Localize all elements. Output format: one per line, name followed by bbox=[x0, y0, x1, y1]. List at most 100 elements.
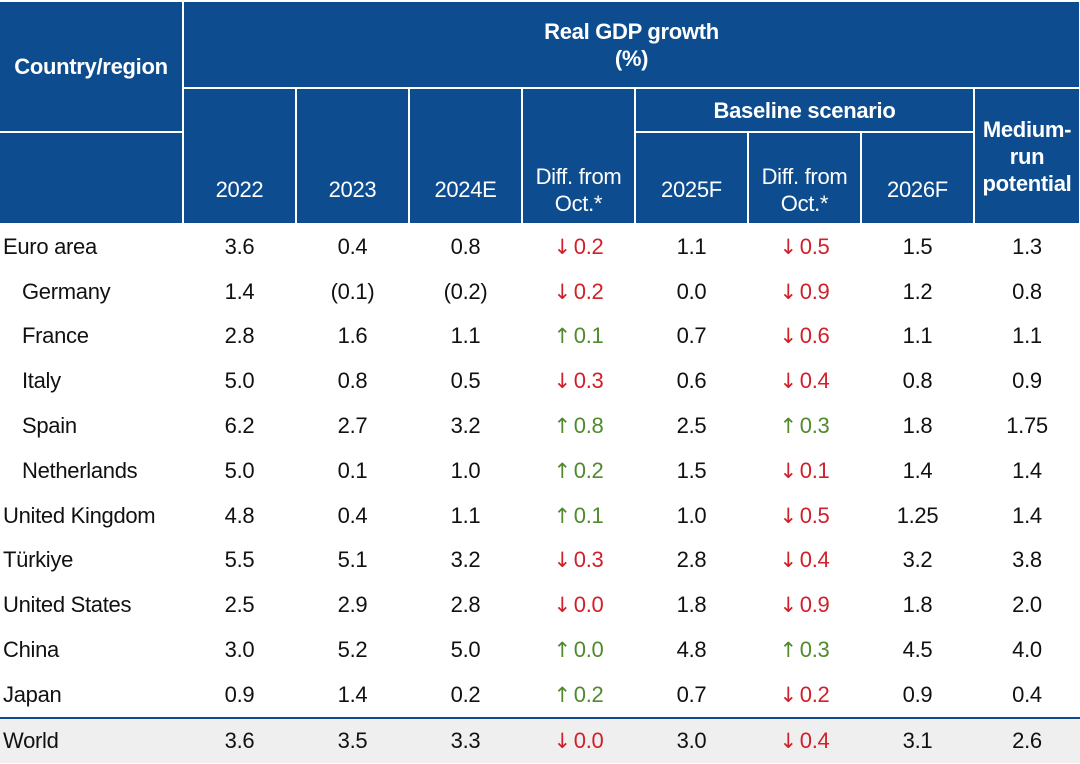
diff-from-oct-2025: ↓ 0.2 bbox=[748, 672, 861, 719]
header-col-2025f: 2025F bbox=[634, 131, 749, 225]
header-col-diff-2: Diff. from Oct.* bbox=[747, 131, 862, 225]
arrow-up-icon: ↑ bbox=[553, 638, 572, 663]
value-2024e: 0.8 bbox=[409, 224, 522, 270]
value-2022: 3.0 bbox=[183, 627, 296, 673]
table-row: Japan 0.9 1.4 0.2 ↑ 0.2 0.7 ↓ 0.2 0.9 0.4 bbox=[0, 672, 1080, 719]
arrow-down-icon: ↓ bbox=[779, 369, 798, 394]
arrow-down-icon: ↓ bbox=[779, 458, 798, 483]
country-name: United States bbox=[0, 582, 183, 629]
diff-from-oct-2024: ↓ 0.2 bbox=[522, 224, 635, 270]
arrow-up-icon: ↑ bbox=[553, 458, 572, 483]
table-row: Italy 5.0 0.8 0.5 ↓ 0.3 0.6 ↓ 0.4 0.8 0.9 bbox=[0, 358, 1080, 405]
diff-from-oct-2025: ↓ 0.5 bbox=[748, 224, 861, 270]
value-2023: (0.1) bbox=[296, 269, 409, 315]
header-medium-run-potential: Medium- run potential bbox=[972, 87, 1080, 225]
value-2024e: 0.2 bbox=[409, 672, 522, 719]
arrow-down-icon: ↓ bbox=[779, 682, 798, 707]
table-header: Country/region Real GDP growth (%) 2022 … bbox=[0, 0, 1080, 225]
value-2025f: 3.0 bbox=[635, 716, 748, 764]
diff-from-oct-2024: ↓ 0.0 bbox=[522, 582, 635, 629]
value-medium-run-potential: 1.75 bbox=[974, 403, 1080, 449]
arrow-down-icon: ↓ bbox=[779, 279, 798, 304]
table-body: Euro area 3.6 0.4 0.8 ↓ 0.2 1.1 ↓ 0.5 1.5 1.3 Germa… bbox=[0, 224, 1080, 764]
value-2022: 2.8 bbox=[183, 314, 296, 360]
diff-value: 0.3 bbox=[573, 368, 604, 394]
diff-value: 0.1 bbox=[573, 502, 604, 528]
diff-value: 0.0 bbox=[573, 727, 604, 753]
value-2024e: 3.2 bbox=[409, 538, 522, 584]
arrow-down-icon: ↓ bbox=[553, 234, 572, 259]
value-2023: 2.7 bbox=[296, 403, 409, 449]
header-col-2023: 2023 bbox=[295, 87, 410, 225]
value-2022: 5.0 bbox=[183, 358, 296, 405]
value-2022: 4.8 bbox=[183, 493, 296, 539]
diff-value: 0.1 bbox=[799, 457, 830, 483]
arrow-down-icon: ↓ bbox=[779, 593, 798, 618]
diff-from-oct-2025: ↓ 0.4 bbox=[748, 716, 861, 764]
country-name: Türkiye bbox=[0, 538, 183, 584]
country-name: Italy bbox=[0, 358, 183, 405]
diff-from-oct-2025: ↓ 0.4 bbox=[748, 538, 861, 584]
diff-from-oct-2025: ↓ 0.6 bbox=[748, 314, 861, 360]
header-mrp-line1: Medium- bbox=[982, 116, 1072, 142]
value-2022: 5.0 bbox=[183, 448, 296, 494]
header-title-line1: Real GDP growth bbox=[544, 18, 719, 44]
header-mrp-line3: potential bbox=[982, 170, 1072, 196]
diff-from-oct-2025: ↓ 0.9 bbox=[748, 582, 861, 629]
value-2024e: 2.8 bbox=[409, 582, 522, 629]
diff-value: 0.0 bbox=[573, 592, 604, 618]
value-2023: 0.4 bbox=[296, 224, 409, 270]
table-row: Euro area 3.6 0.4 0.8 ↓ 0.2 1.1 ↓ 0.5 1.5 1.3 bbox=[0, 224, 1080, 270]
diff-value: 0.3 bbox=[799, 637, 830, 663]
country-name: Euro area bbox=[0, 224, 183, 270]
diff-value: 0.2 bbox=[573, 457, 604, 483]
table-row: France 2.8 1.6 1.1 ↑ 0.1 0.7 ↓ 0.6 1.1 1.1 bbox=[0, 314, 1080, 360]
value-medium-run-potential: 1.1 bbox=[974, 314, 1080, 360]
table-row: World 3.6 3.5 3.3 ↓ 0.0 3.0 ↓ 0.4 3.1 2.6 bbox=[0, 716, 1080, 764]
arrow-down-icon: ↓ bbox=[553, 369, 572, 394]
country-name: Spain bbox=[0, 403, 183, 449]
diff-from-oct-2025: ↑ 0.3 bbox=[748, 403, 861, 449]
arrow-up-icon: ↑ bbox=[553, 324, 572, 349]
value-medium-run-potential: 2.0 bbox=[974, 582, 1080, 629]
diff-from-oct-2024: ↑ 0.8 bbox=[522, 403, 635, 449]
diff-from-oct-2025: ↓ 0.4 bbox=[748, 358, 861, 405]
country-name: Netherlands bbox=[0, 448, 183, 494]
value-2022: 2.5 bbox=[183, 582, 296, 629]
arrow-up-icon: ↑ bbox=[779, 414, 798, 439]
value-2022: 5.5 bbox=[183, 538, 296, 584]
diff-from-oct-2025: ↓ 0.9 bbox=[748, 269, 861, 315]
value-2025f: 1.8 bbox=[635, 582, 748, 629]
value-2025f: 0.7 bbox=[635, 672, 748, 719]
diff-value: 0.2 bbox=[573, 278, 604, 304]
value-2024e: 3.3 bbox=[409, 716, 522, 764]
value-medium-run-potential: 0.8 bbox=[974, 269, 1080, 315]
value-medium-run-potential: 0.4 bbox=[974, 672, 1080, 719]
diff-value: 0.4 bbox=[799, 368, 830, 394]
value-2026f: 3.1 bbox=[861, 716, 974, 764]
diff-value: 0.2 bbox=[799, 681, 830, 707]
value-2024e: (0.2) bbox=[409, 269, 522, 315]
header-country-spacer bbox=[0, 131, 184, 225]
arrow-down-icon: ↓ bbox=[553, 548, 572, 573]
value-2026f: 1.25 bbox=[861, 493, 974, 539]
value-2023: 0.8 bbox=[296, 358, 409, 405]
country-name: Germany bbox=[0, 269, 183, 315]
diff-value: 0.5 bbox=[799, 233, 830, 259]
value-2025f: 4.8 bbox=[635, 627, 748, 673]
value-2026f: 1.8 bbox=[861, 582, 974, 629]
header-country-region: Country/region bbox=[0, 0, 184, 133]
diff-value: 0.8 bbox=[573, 413, 604, 439]
value-2025f: 2.5 bbox=[635, 403, 748, 449]
header-baseline-scenario: Baseline scenario bbox=[634, 87, 975, 133]
value-2022: 0.9 bbox=[183, 672, 296, 719]
value-2024e: 1.1 bbox=[409, 314, 522, 360]
diff-value: 0.2 bbox=[573, 681, 604, 707]
value-medium-run-potential: 1.3 bbox=[974, 224, 1080, 270]
value-2023: 1.4 bbox=[296, 672, 409, 719]
table-row: United Kingdom 4.8 0.4 1.1 ↑ 0.1 1.0 ↓ 0.5 1.25 1.… bbox=[0, 493, 1080, 539]
header-diff-2-line2: Oct.* bbox=[780, 191, 829, 216]
table-row: Türkiye 5.5 5.1 3.2 ↓ 0.3 2.8 ↓ 0.4 3.2 3.8 bbox=[0, 538, 1080, 584]
diff-value: 0.3 bbox=[573, 547, 604, 573]
